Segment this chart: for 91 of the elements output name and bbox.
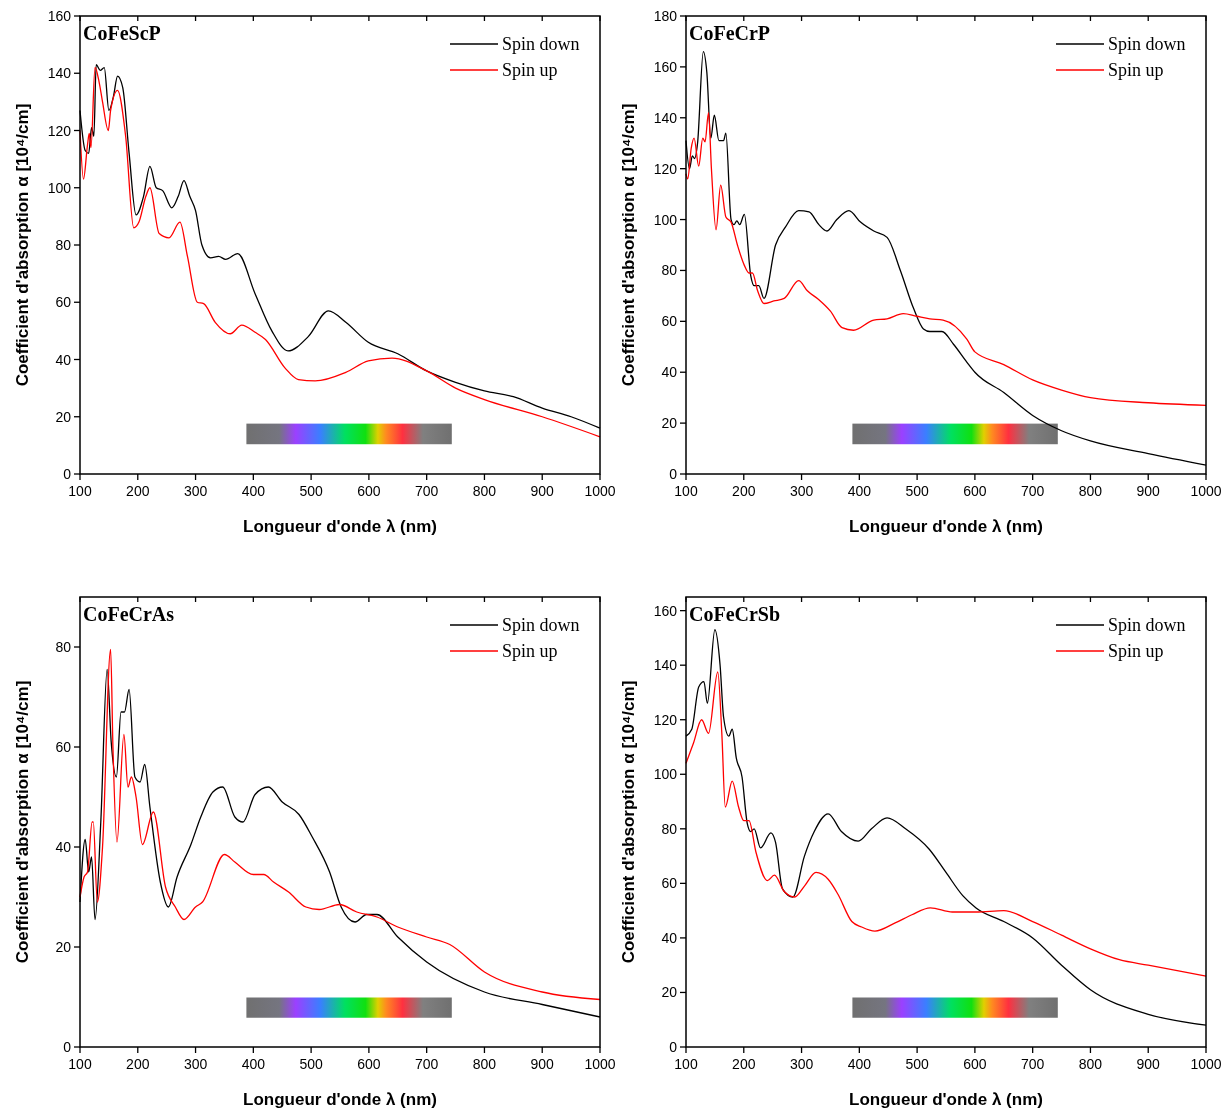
x-tick-label: 700 [414,483,439,499]
y-axis-title: Coefficient d'absorption α [10⁴/cm] [13,680,32,964]
x-tick-label: 700 [1020,483,1045,499]
chart-title: CoFeScP [83,22,161,44]
y-tick-label: 100 [47,179,72,196]
line-series [685,112,1207,406]
x-tick-label: 300 [789,483,814,499]
y-tick-label: 120 [653,711,678,728]
legend-label: Spin down [1108,34,1186,54]
x-tick-label: 600 [357,1056,381,1072]
y-tick-label: 80 [55,639,72,655]
legend-label: Spin down [1108,615,1186,635]
y-tick-label: 120 [653,160,678,177]
legend-label: Spin down [502,34,580,54]
chart-title: CoFeCrAs [83,603,175,625]
y-tick-label: 0 [669,1039,678,1055]
y-tick-label: 140 [653,109,678,126]
x-tick-label: 800 [472,483,497,499]
y-tick-label: 160 [653,58,678,75]
x-tick-label: 800 [1078,483,1103,499]
y-tick-label: 60 [661,313,678,330]
y-tick-label: 20 [55,939,72,955]
x-tick-label: 400 [241,483,266,499]
y-tick-label: 100 [653,766,678,783]
x-tick-label: 400 [241,1056,266,1072]
y-tick-label: 0 [63,1039,72,1055]
x-tick-label: 900 [1136,483,1161,499]
chart-title: CoFeCrSb [689,603,781,625]
x-tick-label: 300 [183,483,208,499]
x-tick-label: 200 [126,1056,150,1072]
x-tick-label: 500 [905,1056,929,1072]
y-tick-label: 100 [653,211,678,228]
x-tick-label: 600 [357,483,381,499]
y-tick-label: 60 [55,294,72,311]
x-tick-label: 700 [1020,1056,1045,1072]
y-tick-label: 0 [63,466,72,482]
x-tick-label: 900 [530,1056,555,1072]
y-tick-label: 80 [661,820,678,837]
x-tick-label: 1000 [1190,483,1222,499]
y-tick-label: 60 [55,739,72,755]
x-tick-label: 1000 [1190,1056,1222,1072]
y-tick-label: 20 [661,415,678,432]
y-tick-label: 40 [661,364,678,381]
legend-label: Spin down [502,615,580,635]
x-tick-label: 500 [905,483,929,499]
x-axis-title: Longueur d'onde λ (nm) [849,517,1043,536]
x-tick-label: 1000 [584,483,616,499]
x-axis-title: Longueur d'onde λ (nm) [849,1090,1043,1109]
y-axis-title: Coefficient d'absorption α [10⁴/cm] [619,680,638,964]
x-tick-label: 800 [472,1056,497,1072]
y-tick-label: 40 [55,839,72,855]
x-tick-label: 1000 [584,1056,616,1072]
x-tick-label: 500 [299,483,323,499]
y-axis-title: Coefficient d'absorption α [10⁴/cm] [619,103,638,387]
y-tick-label: 120 [47,122,72,139]
y-tick-label: 40 [661,929,678,946]
legend-label: Spin up [502,641,558,661]
x-axis-title: Longueur d'onde λ (nm) [243,1090,437,1109]
legend-label: Spin up [1108,60,1164,80]
line-series [685,671,1207,977]
legend-label: Spin up [502,60,558,80]
x-tick-label: 600 [963,1056,987,1072]
y-tick-label: 20 [661,984,678,1001]
y-axis-title: Coefficient d'absorption α [10⁴/cm] [13,103,32,387]
x-tick-label: 200 [732,483,756,499]
x-tick-label: 200 [126,483,150,499]
y-tick-label: 180 [653,8,678,24]
x-tick-label: 300 [183,1056,208,1072]
x-tick-label: 600 [963,483,987,499]
x-axis-title: Longueur d'onde λ (nm) [243,517,437,536]
y-tick-label: 160 [47,8,72,24]
y-tick-label: 140 [47,65,72,82]
y-tick-label: 160 [653,602,678,619]
y-tick-label: 80 [661,262,678,279]
x-tick-label: 400 [847,1056,872,1072]
y-tick-label: 60 [661,875,678,892]
x-tick-label: 200 [732,1056,756,1072]
y-tick-label: 20 [55,408,72,425]
y-tick-label: 80 [55,237,72,253]
x-tick-label: 900 [530,483,555,499]
legend-label: Spin up [1108,641,1164,661]
x-tick-label: 800 [1078,1056,1103,1072]
x-tick-label: 300 [789,1056,814,1072]
y-tick-label: 0 [669,466,678,482]
y-tick-label: 40 [55,351,72,368]
x-tick-label: 400 [847,483,872,499]
x-tick-label: 900 [1136,1056,1161,1072]
x-tick-label: 700 [414,1056,439,1072]
chart-title: CoFeCrP [689,22,771,44]
x-tick-label: 500 [299,1056,323,1072]
y-tick-label: 140 [653,657,678,674]
